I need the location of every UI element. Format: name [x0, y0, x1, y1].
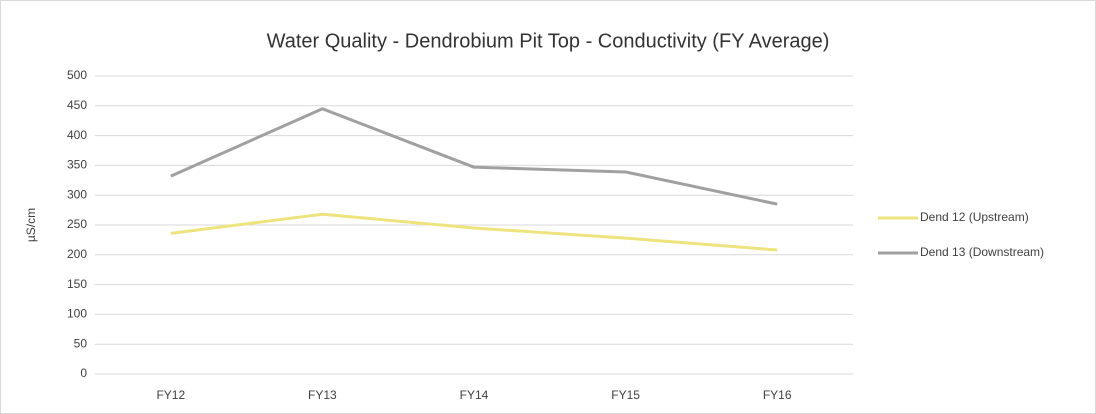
y-tick-label: 50 — [74, 336, 88, 350]
y-tick-label: 200 — [67, 247, 87, 261]
x-tick-label: FY15 — [611, 388, 640, 402]
y-tick-label: 150 — [67, 277, 87, 291]
y-tick-label: 500 — [67, 68, 87, 82]
series-line — [170, 212, 778, 252]
chart-title: Water Quality - Dendrobium Pit Top - Con… — [267, 30, 830, 52]
series-line — [170, 107, 778, 206]
x-tick-label: FY13 — [308, 388, 337, 402]
x-tick-label: FY16 — [763, 388, 792, 402]
legend-label: Dend 12 (Upstream) — [920, 210, 1029, 224]
x-tick-label: FY12 — [156, 388, 185, 402]
y-tick-label: 0 — [80, 366, 87, 380]
y-tick-label: 450 — [67, 98, 87, 112]
y-tick-label: 400 — [67, 128, 87, 142]
y-tick-label: 250 — [67, 217, 87, 231]
legend-label: Dend 13 (Downstream) — [920, 245, 1044, 259]
y-tick-label: 300 — [67, 187, 87, 201]
x-tick-label: FY14 — [460, 388, 489, 402]
y-tick-label: 350 — [67, 158, 87, 172]
y-tick-label: 100 — [67, 307, 87, 321]
y-axis-label: µS/cm — [24, 208, 38, 242]
